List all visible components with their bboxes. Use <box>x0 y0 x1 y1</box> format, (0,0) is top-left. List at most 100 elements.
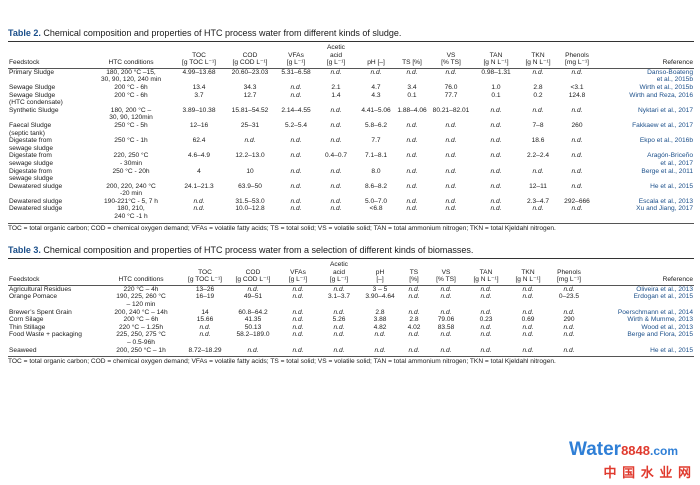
cell-text: 0.1 <box>491 91 501 99</box>
table-cell: 3.4 <box>396 84 428 92</box>
cell-text: n.d. <box>374 346 386 354</box>
cell-text: n.d. <box>290 83 302 91</box>
table-cell: 200 °C – 6h <box>100 316 182 324</box>
table-cell: n.d. <box>316 168 356 183</box>
table-cell: n.d. <box>400 293 428 308</box>
table-cell: 200, 220, 240 °C -20 min <box>88 183 174 198</box>
cell-text: sewage sludge <box>9 159 53 167</box>
cell-text: Sewage Sludge <box>9 91 56 99</box>
table2-top-rule <box>8 41 694 42</box>
table-cell: Dewatered sludge <box>8 183 88 198</box>
table-row: Digestate from sewage sludge 250 °C - 1h 62… <box>8 137 694 152</box>
cell-text: Feedstock <box>9 276 40 284</box>
cell-text: n.d. <box>522 293 534 301</box>
cell-text: 83.58 <box>437 323 455 331</box>
table2-label: Table 2. <box>8 28 41 38</box>
cell-text: 1.88–4.06 <box>397 106 427 114</box>
table-cell: 8.72–18.29 <box>182 347 228 355</box>
cell-text: n.d. <box>247 346 259 354</box>
table-cell: n.d. <box>464 293 508 308</box>
cell-text: TKN <box>531 51 545 59</box>
table-cell: n.d. <box>558 183 596 198</box>
table-cell: n.d. <box>278 285 318 293</box>
table-cell: 12.2–13.0 <box>224 152 276 167</box>
table-cell: 15.66 <box>182 316 228 324</box>
table-cell: n.d. <box>360 347 400 355</box>
cell-text: VS <box>441 268 451 276</box>
cell-text: VS <box>446 51 456 59</box>
cell-text: 12.7 <box>243 91 257 99</box>
cell-text: n.d. <box>292 323 304 331</box>
cell-text: n.d. <box>490 121 502 129</box>
table-cell: 2.2–2.4 <box>518 152 558 167</box>
cell-text: n.d. <box>445 205 457 213</box>
table-cell: n.d. <box>508 293 548 308</box>
cell-text: n.d. <box>330 106 342 114</box>
reference-cell: Poerschmann et al., 2014 <box>590 309 694 317</box>
table-cell: n.d. <box>276 198 316 206</box>
column-header: Feedstock <box>8 44 88 69</box>
cell-text: n.d. <box>406 68 418 76</box>
table-cell: n.d. <box>508 285 548 293</box>
cell-text: Xu and Jiang, 2017 <box>636 205 693 213</box>
cell-text: n.d. <box>563 346 575 354</box>
table-cell: 80.21–82.01 <box>428 107 474 122</box>
cell-text: 180, 200 °C –15, <box>106 68 156 76</box>
cell-text: 34.3 <box>243 83 257 91</box>
cell-text: [g N L⁻¹] <box>473 276 499 284</box>
cell-text: TKN <box>521 268 535 276</box>
cell-text: Acetic <box>327 44 345 51</box>
column-header: Acetic acid [g L⁻¹] <box>318 261 360 286</box>
cell-text: [% TS] <box>436 276 456 284</box>
table-cell: n.d. <box>356 68 396 84</box>
table-cell: Dewatered sludge <box>8 198 88 206</box>
table-cell: 2.8 <box>360 309 400 317</box>
table-cell: Primary Sludge <box>8 68 88 84</box>
table-cell: n.d. <box>464 331 508 346</box>
reference-cell: Ekpo et al., 2016b <box>596 137 694 152</box>
cell-text: n.d. <box>193 205 205 213</box>
table-cell: 0.1 <box>474 92 518 107</box>
table2-caption: Table 2. Chemical composition and proper… <box>8 28 401 38</box>
table-cell: <3.1 <box>558 84 596 92</box>
table-row: Corn Silage 200 °C – 6h 15.66 41.35 n.d. 5.26… <box>8 316 694 324</box>
table-cell: n.d. <box>278 324 318 332</box>
table-cell: Sewage Sludge <box>8 84 88 92</box>
cell-text: 4 <box>197 167 201 175</box>
table-cell: n.d. <box>278 331 318 346</box>
cell-text: n.d. <box>330 205 342 213</box>
column-header: Feedstock <box>8 261 100 286</box>
table-cell: 225, 250, 275 °C – 0.5-96h <box>100 331 182 346</box>
table-cell: n.d. <box>558 168 596 183</box>
cell-text: n.d. <box>330 182 342 190</box>
cell-text: n.d. <box>445 68 457 76</box>
cell-text: 220 °C – 4h <box>123 285 159 293</box>
table-cell: n.d. <box>518 107 558 122</box>
cell-text: n.d. <box>522 346 534 354</box>
cell-text: n.d. <box>290 167 302 175</box>
cell-text: [–] <box>376 276 384 284</box>
cell-text: [mg L⁻¹] <box>565 59 589 67</box>
cell-text: [g L⁻¹] <box>329 276 349 284</box>
cell-text: 3.7 <box>194 91 204 99</box>
table-cell: 200, 240 °C – 14h <box>100 309 182 317</box>
cell-text: 190, 225, 260 °C <box>116 293 166 301</box>
table-cell: 41.35 <box>228 316 278 324</box>
cell-text: 0–23.5 <box>558 293 580 301</box>
table3: Feedstock HTC conditions TOC [g TOC L⁻¹] COD… <box>8 261 694 354</box>
cell-text: Aragón-Briceño <box>647 152 693 160</box>
table-cell: n.d. <box>558 205 596 220</box>
table-cell: 4.41–5.06 <box>356 107 396 122</box>
table-cell: n.d. <box>318 309 360 317</box>
table-cell: 190-221°C - 5, 7 h <box>88 198 174 206</box>
cell-text: (HTC condensate) <box>9 99 63 107</box>
table-row: Seaweed 200, 250 °C – 1h 8.72–18.29 n.d. n.d… <box>8 347 694 355</box>
table-cell: n.d. <box>548 324 590 332</box>
cell-text: n.d. <box>292 308 304 316</box>
table-cell: 14 <box>182 309 228 317</box>
cell-text: 12–16 <box>189 121 209 129</box>
table-cell: n.d. <box>508 324 548 332</box>
cell-text: 15.81–54.52 <box>231 106 269 114</box>
table-cell: 3.90–4.64 <box>360 293 400 308</box>
cell-text: 77.7 <box>444 91 458 99</box>
